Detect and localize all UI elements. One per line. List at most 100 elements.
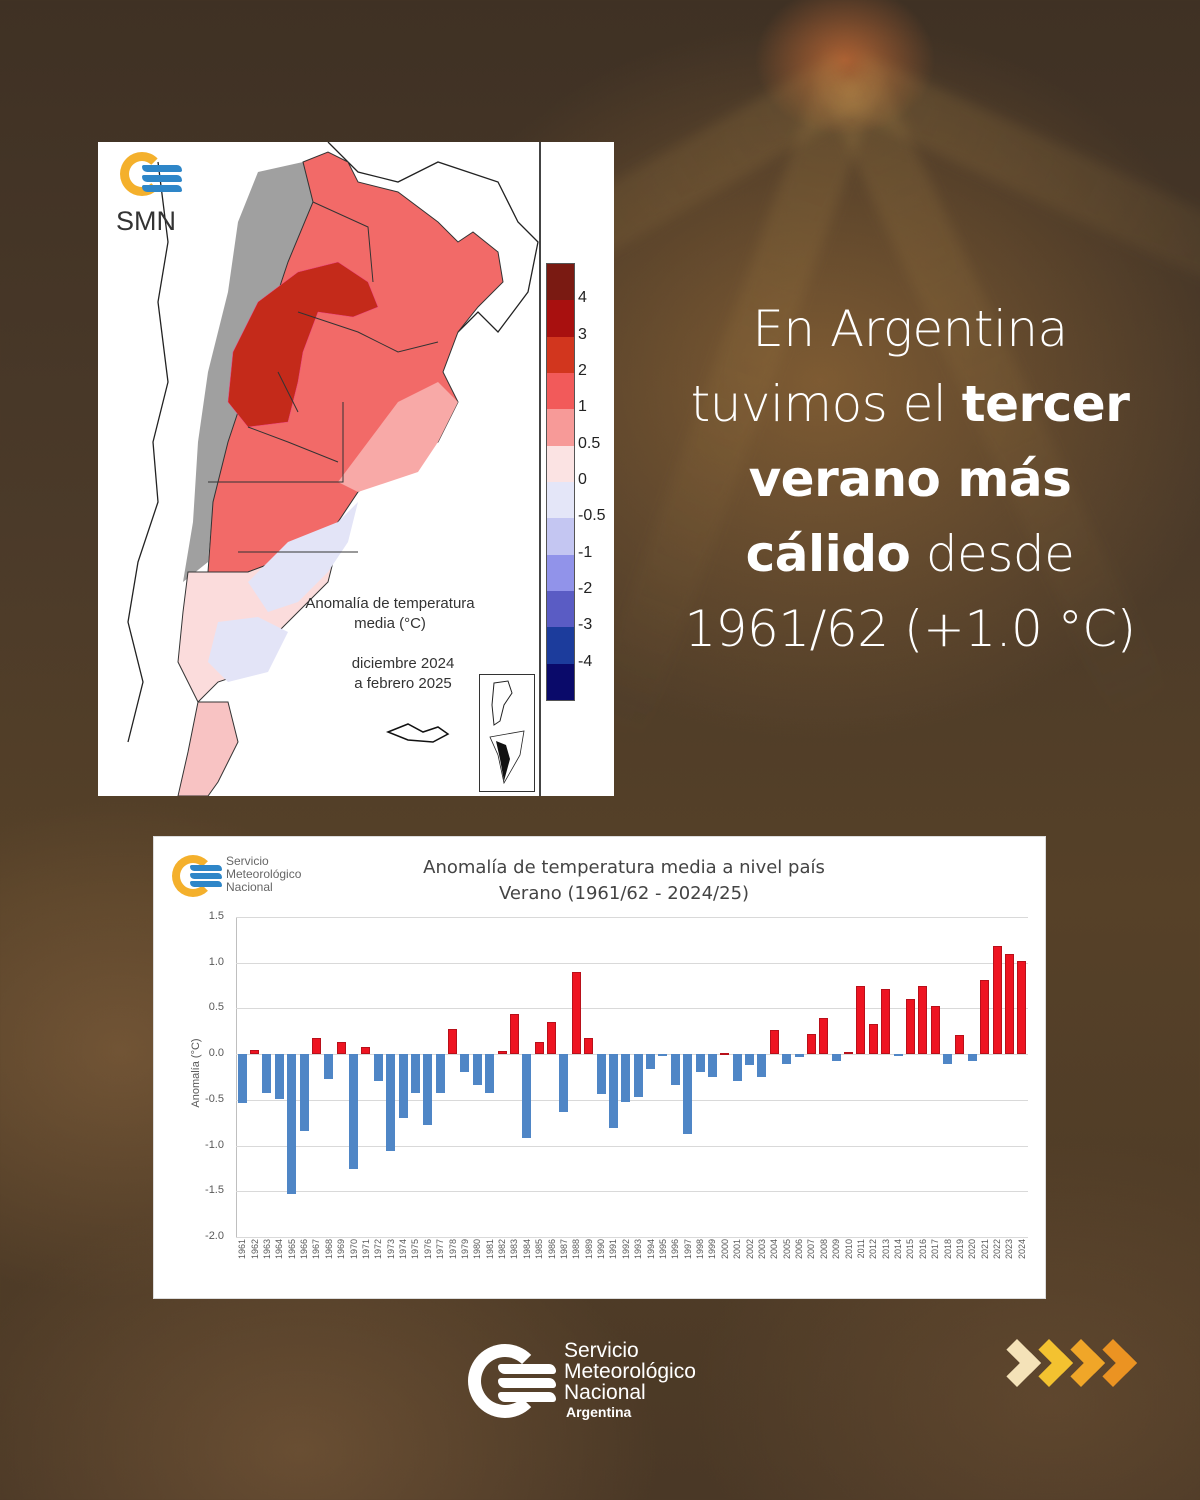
y-tick-label: -0.5: [205, 1092, 224, 1105]
legend-label: -3: [578, 616, 593, 634]
map-right-border: [539, 142, 541, 796]
x-tick-label: 2022: [992, 1239, 1003, 1260]
bar-1961: [237, 1054, 247, 1103]
bar-2012: [868, 1023, 878, 1055]
bar-1969: [336, 1042, 346, 1055]
bar-1994: [646, 1054, 656, 1069]
x-tick-label: 1993: [633, 1239, 644, 1260]
bar-2004: [769, 1030, 779, 1055]
anomaly-bar-chart: Servicio Meteorológico Nacional Anomalía…: [153, 836, 1046, 1299]
bar-2020: [967, 1054, 977, 1061]
bar-2021: [980, 980, 990, 1055]
y-tick-label: 0.0: [208, 1047, 224, 1060]
x-tick-label: 1990: [596, 1239, 607, 1260]
x-tick-label: 2010: [843, 1239, 854, 1260]
gridline: [236, 1145, 1028, 1147]
x-tick-label: 2001: [732, 1239, 743, 1260]
bar-2011: [856, 985, 866, 1055]
x-tick-label: 1986: [546, 1239, 557, 1260]
bar-1982: [497, 1051, 507, 1055]
legend-label: -2: [578, 580, 593, 597]
color-scale-legend: [546, 263, 575, 701]
bar-1972: [373, 1054, 383, 1081]
y-axis-label: Anomalía (°C): [190, 1038, 202, 1108]
chevron-right-icon: [1088, 1338, 1138, 1388]
headline-line-4: cálido desde: [745, 525, 1075, 583]
gridline: [236, 1008, 1028, 1010]
x-tick-label: 1975: [410, 1239, 421, 1260]
bar-1981: [485, 1054, 495, 1093]
gridline: [236, 962, 1028, 964]
bar-1995: [658, 1054, 668, 1056]
legend-color-band: [547, 445, 574, 482]
bar-2010: [844, 1052, 854, 1055]
bar-1990: [596, 1054, 606, 1095]
bar-1975: [410, 1054, 420, 1093]
x-tick-label: 1969: [336, 1239, 347, 1260]
legend-color-band: [547, 336, 574, 373]
x-tick-label: 2018: [942, 1239, 953, 1260]
bar-2017: [930, 1005, 940, 1055]
x-tick-label: 2021: [979, 1239, 990, 1260]
temperature-anomaly-map: SMN 4 3 2 1 0.5 0 -0.5 -1 -2 -3 -4 Anomalía de tem…: [98, 142, 614, 796]
smn-logo-icon: [120, 152, 192, 210]
bar-2002: [745, 1054, 755, 1066]
footer-smn-logo: Servicio Meteorológico Nacional Argentin…: [468, 1338, 738, 1420]
bar-1966: [299, 1054, 309, 1131]
x-tick-label: 1967: [311, 1239, 322, 1260]
bar-1997: [683, 1054, 693, 1134]
legend-label: 4: [578, 289, 587, 307]
legend-label: 0: [578, 471, 587, 488]
bar-2018: [943, 1054, 953, 1065]
y-tick-label: -1.0: [205, 1138, 224, 1151]
bar-1970: [349, 1054, 359, 1170]
legend-label: 0.5: [578, 434, 601, 452]
bar-1993: [633, 1054, 643, 1098]
bar-1979: [460, 1054, 470, 1073]
bar-1968: [324, 1054, 334, 1079]
x-tick-label: 1999: [707, 1239, 718, 1260]
y-tick-label: -1.5: [205, 1184, 224, 1197]
bar-2008: [819, 1018, 829, 1055]
legend-label: -0.5: [578, 507, 606, 525]
legend-color-band: [547, 264, 574, 301]
bar-1996: [670, 1054, 680, 1086]
bar-2006: [794, 1054, 804, 1057]
bar-2023: [1004, 954, 1014, 1055]
x-axis-labels: 1961 1962 1963 1964 1965 1966 1967 1968 1969 1970…: [236, 1239, 1028, 1279]
x-tick-label: 1984: [521, 1239, 532, 1260]
x-tick-label: 2019: [954, 1239, 965, 1260]
plot-area: Anomalía (°C) 1.5 1.0 0.5 0.0 -0.5 -1.0 -1.5 -2…: [190, 910, 1028, 1242]
smn-ring-icon: [172, 855, 214, 897]
y-tick-label: -2.0: [205, 1230, 224, 1242]
bar-1977: [435, 1054, 445, 1093]
x-tick-label: 1973: [385, 1239, 396, 1260]
legend-color-band: [547, 554, 574, 591]
x-tick-label: 1980: [472, 1239, 483, 1260]
gridline: [236, 1054, 1028, 1056]
x-tick-label: 1974: [398, 1239, 409, 1260]
bar-1991: [608, 1054, 618, 1129]
bar-1986: [547, 1022, 557, 1055]
x-tick-label: 1972: [373, 1239, 384, 1260]
bar-2001: [732, 1054, 742, 1081]
x-tick-label: 1968: [323, 1239, 334, 1260]
x-tick-label: 1997: [682, 1239, 693, 1260]
x-tick-label: 1979: [459, 1239, 470, 1260]
legend-color-band: [547, 590, 574, 628]
x-tick-label: 1994: [645, 1239, 656, 1260]
x-tick-label: 1987: [558, 1239, 569, 1260]
bar-1971: [361, 1046, 371, 1055]
x-tick-label: 1983: [509, 1239, 520, 1260]
legend-color-band: [547, 481, 574, 519]
x-tick-label: 2015: [905, 1239, 916, 1260]
x-tick-label: 1992: [620, 1239, 631, 1260]
x-tick-label: 1985: [534, 1239, 545, 1260]
next-chevrons-icon[interactable]: [992, 1338, 1145, 1402]
x-tick-label: 2017: [930, 1239, 941, 1260]
gridline: [236, 917, 1028, 918]
legend-color-band: [547, 627, 574, 664]
bar-1989: [584, 1037, 594, 1055]
x-tick-label: 1961: [237, 1239, 248, 1260]
legend-label: 2: [578, 362, 587, 379]
